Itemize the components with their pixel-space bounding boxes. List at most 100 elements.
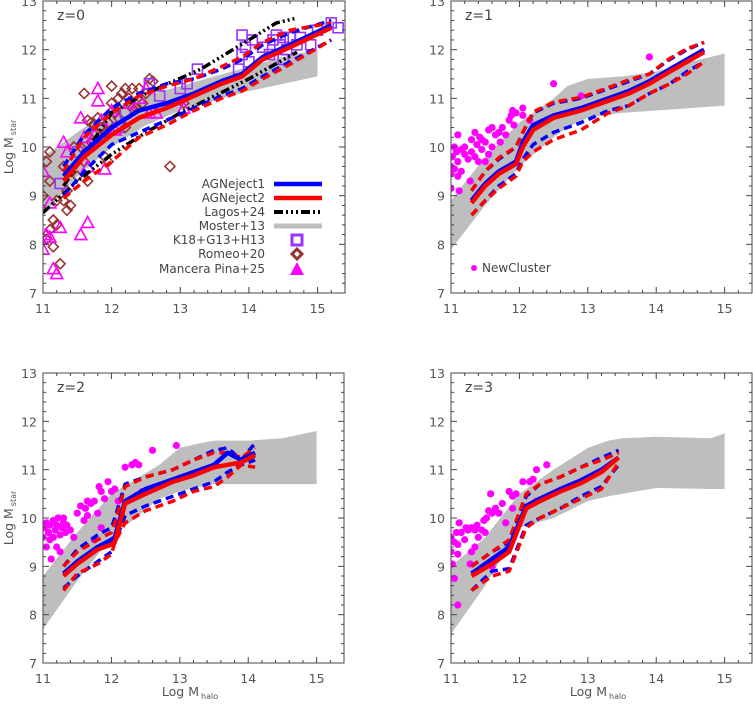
y-tick-label: 11 bbox=[21, 91, 37, 106]
newcluster-point bbox=[457, 528, 465, 537]
legend-item: K18+G13+H13 bbox=[173, 233, 304, 247]
legend-dot-icon bbox=[471, 265, 477, 271]
newcluster-point bbox=[100, 495, 109, 503]
y-axis-title-sub: star bbox=[9, 490, 18, 506]
newcluster-point bbox=[73, 509, 81, 517]
newcluster-point bbox=[488, 143, 496, 151]
mancera-pina-25-point bbox=[59, 144, 75, 158]
newcluster-point bbox=[481, 138, 489, 146]
newcluster-point bbox=[83, 511, 92, 520]
x-tick-label: 11 bbox=[35, 301, 51, 316]
newcluster-point bbox=[121, 463, 129, 471]
newcluster-point bbox=[454, 540, 462, 549]
mancera-pina-25-point bbox=[49, 265, 65, 280]
x-tick-label: 13 bbox=[580, 301, 596, 316]
newcluster-point bbox=[97, 524, 105, 532]
mancera-pina-25-point bbox=[56, 134, 71, 148]
mancera-pina-25-point bbox=[43, 229, 58, 243]
moster-band bbox=[43, 431, 317, 630]
agneject1-median-line bbox=[62, 450, 257, 576]
y-tick-label: 8 bbox=[437, 237, 445, 252]
newcluster-point bbox=[532, 466, 541, 474]
agneject2-median-line bbox=[62, 453, 257, 578]
mancera-pina-25-point bbox=[90, 93, 106, 107]
newcluster-point bbox=[466, 177, 474, 185]
newcluster-point bbox=[464, 155, 472, 163]
newcluster-point bbox=[90, 497, 98, 505]
y-tick-label: 9 bbox=[437, 559, 445, 574]
newcluster-point bbox=[498, 123, 506, 132]
agneject2-upper-dashed-line bbox=[470, 40, 705, 192]
y-tick-label: 10 bbox=[429, 140, 445, 155]
legend-item: AGNeject2 bbox=[202, 191, 322, 205]
newcluster-point bbox=[519, 111, 527, 119]
newcluster-point bbox=[454, 172, 462, 180]
plot-frame bbox=[450, 372, 753, 664]
k18-g13-h13-point bbox=[174, 82, 187, 95]
legend-z1: NewCluster bbox=[471, 261, 551, 275]
x-tick-label: 13 bbox=[172, 671, 188, 686]
newcluster-point bbox=[482, 514, 491, 522]
romeo-20-point bbox=[54, 257, 67, 270]
newcluster-point bbox=[97, 487, 105, 496]
newcluster-point bbox=[135, 461, 143, 469]
newcluster-point bbox=[451, 536, 455, 544]
mancera-pina-25-point bbox=[52, 219, 68, 234]
y-tick-label: 9 bbox=[29, 559, 37, 574]
plot-area bbox=[43, 431, 317, 630]
x-tick-label: 15 bbox=[717, 671, 733, 686]
newcluster-point bbox=[451, 548, 455, 556]
newcluster-point bbox=[94, 509, 102, 517]
romeo-20-point bbox=[78, 87, 91, 100]
newcluster-point bbox=[519, 478, 527, 486]
panel-label: z=0 bbox=[57, 8, 85, 24]
x-tick-label: 11 bbox=[443, 301, 459, 316]
legend-triangle-icon bbox=[290, 262, 304, 275]
newcluster-point bbox=[70, 533, 78, 541]
newcluster-point bbox=[81, 504, 90, 512]
x-tick-label: 14 bbox=[648, 301, 664, 316]
y-axis-title-top: Log Mstar bbox=[1, 119, 18, 174]
x-tick-label: 12 bbox=[103, 671, 119, 686]
newcluster-point bbox=[451, 560, 456, 568]
newcluster-point bbox=[645, 53, 653, 61]
newcluster-point bbox=[49, 533, 57, 541]
y-tick-label: 10 bbox=[21, 511, 37, 526]
romeo-20-point bbox=[47, 213, 60, 227]
agneject2-upper-dashed-line bbox=[62, 446, 257, 568]
y-tick-label: 8 bbox=[437, 608, 445, 623]
mancera-pina-25-point bbox=[43, 241, 51, 255]
legend-item: Moster+13 bbox=[199, 219, 322, 233]
x-tick-label: 15 bbox=[310, 301, 326, 316]
x-axis-title-sub: halo bbox=[201, 692, 218, 701]
legend-item: Mancera Pina+25 bbox=[159, 262, 304, 276]
romeo-20-point bbox=[50, 218, 63, 231]
agneject2-lower-dashed-line bbox=[62, 38, 333, 200]
newcluster-point bbox=[478, 145, 486, 154]
y-tick-label: 7 bbox=[29, 656, 37, 671]
y-tick-label: 8 bbox=[29, 608, 37, 623]
agneject2-median-line bbox=[61, 25, 333, 183]
newcluster-point bbox=[47, 555, 55, 563]
newcluster-point bbox=[461, 143, 469, 151]
panel-z-3: 11 12 13 14 15 7 8 9 10 11 12 13 z=3 bbox=[429, 366, 753, 686]
newcluster-point bbox=[43, 543, 51, 551]
y-tick-label: 13 bbox=[429, 0, 445, 9]
agneject2-upper-dashed-line bbox=[62, 21, 332, 173]
lagos-upper-line bbox=[62, 16, 298, 187]
legend-label: K18+G13+H13 bbox=[173, 233, 265, 247]
legend-label: Lagos+24 bbox=[204, 205, 265, 219]
x-tick-label: 15 bbox=[309, 671, 325, 686]
y-tick-label: 13 bbox=[21, 366, 37, 381]
newcluster-point bbox=[53, 521, 61, 529]
newcluster-point bbox=[148, 446, 157, 454]
agneject1-upper-dashed-line bbox=[62, 441, 257, 568]
panel-label: z=1 bbox=[465, 8, 493, 24]
y-tick-label: 13 bbox=[429, 366, 445, 381]
romeo-20-point bbox=[105, 80, 118, 93]
y-tick-label: 11 bbox=[429, 91, 445, 106]
newcluster-point bbox=[508, 504, 517, 512]
